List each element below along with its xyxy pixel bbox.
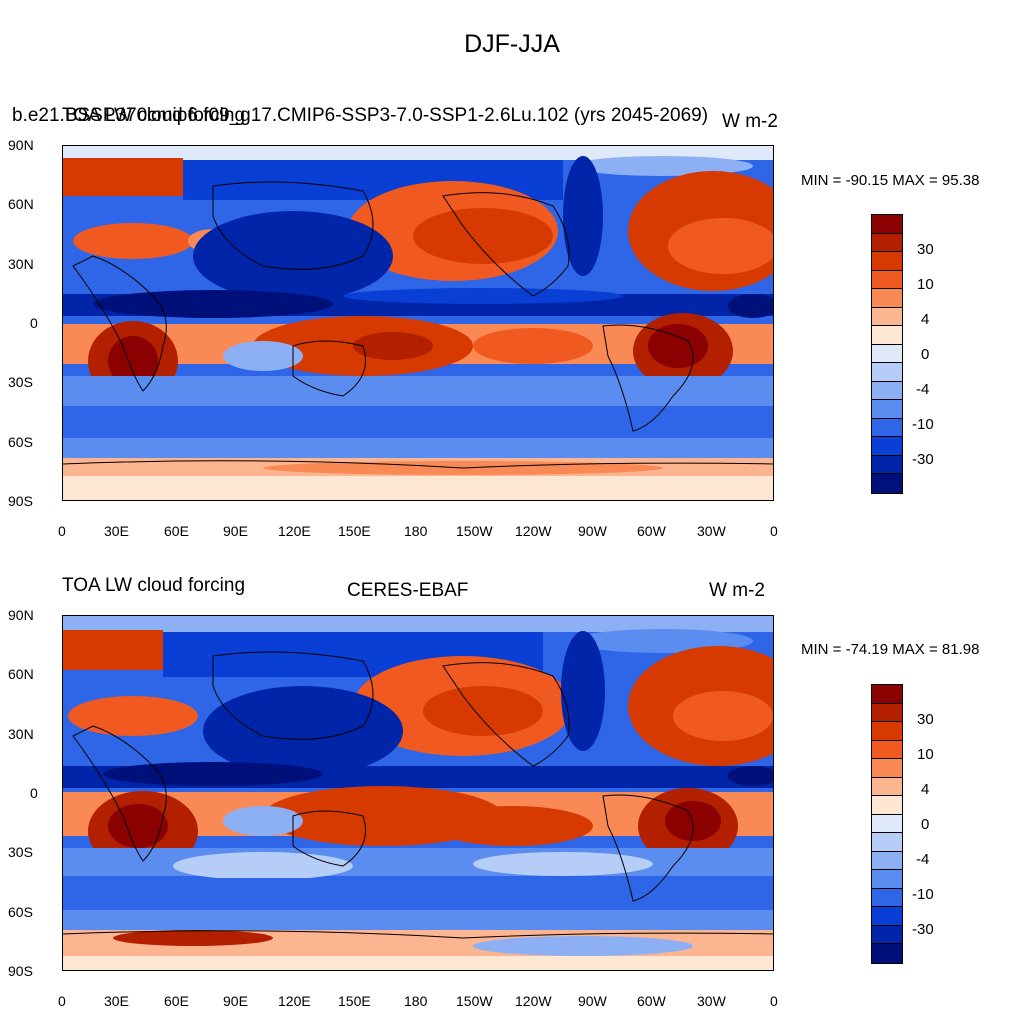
top-colorbar-label: 30 xyxy=(917,241,934,258)
colorbar-swatch xyxy=(872,215,902,234)
bottom-colorbar-label: 4 xyxy=(921,781,930,798)
top-map xyxy=(62,145,774,501)
top-colorbar-label: -10 xyxy=(912,416,934,433)
colorbar-swatch xyxy=(872,233,902,253)
bottom-lon-label: 150E xyxy=(338,993,371,1009)
colorbar-swatch xyxy=(872,703,902,723)
bottom-lon-label: 0 xyxy=(58,993,66,1009)
bottom-lon-label: 90W xyxy=(578,993,607,1009)
top-colorbar-label: 10 xyxy=(917,276,934,293)
top-lon-label: 120W xyxy=(515,523,552,539)
colorbar-swatch xyxy=(872,400,902,419)
bottom-panel-units: W m-2 xyxy=(709,580,765,601)
bottom-lon-label: 120E xyxy=(278,993,311,1009)
top-panel-min-max: MIN = -90.15 MAX = 95.38 xyxy=(801,172,980,189)
bottom-panel-dataset-title: CERES-EBAF xyxy=(347,580,469,601)
bottom-colorbar-label: -4 xyxy=(916,851,930,868)
top-panel-variable-title: TOA LW cloud forcing xyxy=(62,105,246,126)
top-lon-label: 30W xyxy=(697,523,726,539)
colorbar-swatch xyxy=(872,474,902,493)
bottom-lon-label: 150W xyxy=(456,993,493,1009)
colorbar-swatch xyxy=(872,907,902,926)
top-colorbar-label: 0 xyxy=(921,346,930,363)
bottom-colorbar-label: 0 xyxy=(921,816,930,833)
colorbar-swatch xyxy=(872,270,902,290)
top-lat-label: 0 xyxy=(30,315,38,331)
colorbar-swatch xyxy=(872,888,902,908)
colorbar-swatch xyxy=(872,833,902,852)
colorbar-swatch xyxy=(872,326,902,345)
top-lon-label: 60E xyxy=(164,523,189,539)
top-lon-label: 90E xyxy=(223,523,248,539)
colorbar-swatch xyxy=(872,759,902,778)
top-lon-label: 150E xyxy=(338,523,371,539)
bottom-lat-label: 90N xyxy=(8,607,34,623)
bottom-lon-label: 30E xyxy=(104,993,129,1009)
top-lon-label: 180 xyxy=(404,523,428,539)
bottom-lon-label: 60W xyxy=(637,993,666,1009)
colorbar-swatch xyxy=(872,777,902,797)
bottom-colorbar xyxy=(871,684,903,964)
top-colorbar-label: -30 xyxy=(912,451,934,468)
top-colorbar-label: -4 xyxy=(916,381,930,398)
bottom-lat-label: 30S xyxy=(8,844,33,860)
colorbar-swatch xyxy=(872,289,902,308)
colorbar-swatch xyxy=(872,307,902,327)
bottom-lat-label: 60N xyxy=(8,666,34,682)
figure-title: DJF-JJA xyxy=(464,30,560,58)
colorbar-swatch xyxy=(872,814,902,834)
bottom-panel-variable-title: TOA LW cloud forcing xyxy=(62,575,246,596)
bottom-lat-label: 60S xyxy=(8,904,33,920)
colorbar-swatch xyxy=(872,363,902,382)
top-lon-label: 150W xyxy=(456,523,493,539)
colorbar-swatch xyxy=(872,870,902,889)
top-lat-label: 90N xyxy=(8,137,34,153)
top-lat-label: 60N xyxy=(8,196,34,212)
top-lat-label: 30S xyxy=(8,374,33,390)
colorbar-swatch xyxy=(872,437,902,456)
bottom-colorbar-label: -10 xyxy=(912,886,934,903)
bottom-lon-label: 90E xyxy=(223,993,248,1009)
bottom-lon-label: 120W xyxy=(515,993,552,1009)
colorbar-swatch xyxy=(872,418,902,438)
top-colorbar xyxy=(871,214,903,494)
colorbar-swatch xyxy=(872,925,902,945)
colorbar-swatch xyxy=(872,722,902,741)
bottom-lon-label: 30W xyxy=(697,993,726,1009)
top-panel-units: W m-2 xyxy=(722,111,778,132)
top-lat-label: 90S xyxy=(8,493,33,509)
colorbar-swatch xyxy=(872,796,902,815)
top-lon-label: 60W xyxy=(637,523,666,539)
colorbar-swatch xyxy=(872,740,902,760)
bottom-lon-label: 180 xyxy=(404,993,428,1009)
colorbar-swatch xyxy=(872,455,902,475)
top-lat-label: 30N xyxy=(8,256,34,272)
colorbar-swatch xyxy=(872,685,902,704)
bottom-colorbar-label: -30 xyxy=(912,921,934,938)
bottom-map xyxy=(62,615,774,971)
bottom-panel-min-max: MIN = -74.19 MAX = 81.98 xyxy=(801,641,980,658)
top-lon-label: 0 xyxy=(770,523,778,539)
top-lon-label: 90W xyxy=(578,523,607,539)
bottom-lon-label: 60E xyxy=(164,993,189,1009)
top-colorbar-swatches xyxy=(872,215,902,493)
top-colorbar-label: 4 xyxy=(921,311,930,328)
top-lat-label: 60S xyxy=(8,434,33,450)
colorbar-swatch xyxy=(872,851,902,871)
bottom-colorbar-swatches xyxy=(872,685,902,963)
bottom-lon-label: 0 xyxy=(770,993,778,1009)
colorbar-swatch xyxy=(872,381,902,401)
bottom-colorbar-label: 10 xyxy=(917,746,934,763)
top-lon-label: 30E xyxy=(104,523,129,539)
bottom-lat-label: 0 xyxy=(30,785,38,801)
bottom-colorbar-label: 30 xyxy=(917,711,934,728)
top-lon-label: 120E xyxy=(278,523,311,539)
colorbar-swatch xyxy=(872,944,902,963)
colorbar-swatch xyxy=(872,344,902,364)
bottom-lat-label: 90S xyxy=(8,963,33,979)
colorbar-swatch xyxy=(872,252,902,271)
bottom-lat-label: 30N xyxy=(8,726,34,742)
top-lon-label: 0 xyxy=(58,523,66,539)
top-panel-case-title: b.e21.BSSP370cmip6.f09_g17.CMIP6-SSP3-7.… xyxy=(12,105,709,126)
